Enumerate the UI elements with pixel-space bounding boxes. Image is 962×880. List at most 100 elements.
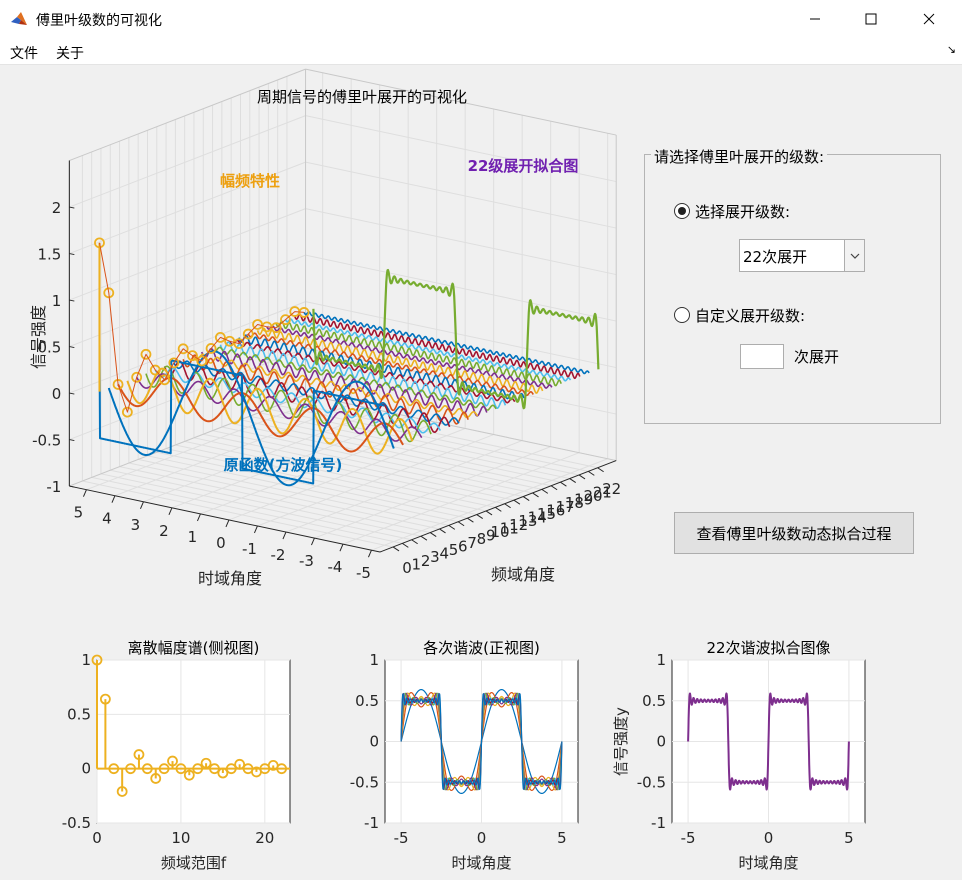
- freq-tick-label: 8: [477, 530, 487, 548]
- harmonic-curve: [117, 376, 404, 453]
- grid-line: [305, 161, 617, 229]
- figure-canvas: 21.510.50-0.5-15 4 3 2 1 0 -1 -2 -3 -4 -5 0 1 2 3 4 5 6 7 8…: [29, 68, 866, 872]
- maximize-button[interactable]: [848, 0, 894, 38]
- time-tick: [168, 507, 173, 516]
- grid-line: [314, 446, 551, 539]
- z-tick-label: 0: [52, 385, 62, 403]
- z-tick-label: -1: [46, 478, 61, 496]
- amplitude-marker: [242, 328, 254, 340]
- menu-file[interactable]: 文件: [10, 46, 38, 62]
- z-tick-label: 1: [52, 292, 62, 310]
- radio-custom-label: 自定义展开级数:: [695, 307, 806, 325]
- grid-line: [257, 434, 494, 527]
- harmonic-sum-curve: [400, 693, 563, 790]
- grid-line: [82, 480, 394, 548]
- time-tick: [310, 537, 315, 546]
- harmonic-curve: [163, 360, 451, 434]
- box-edge: [69, 68, 306, 162]
- custom-order-input[interactable]: [740, 344, 784, 369]
- freq-tick-label: 20: [583, 487, 602, 505]
- grid-line: [200, 421, 437, 515]
- freq-tick: [429, 532, 437, 537]
- spectrum-ytick-label: 1: [81, 651, 91, 669]
- grid-line: [212, 430, 524, 498]
- freq-tick-label: 10: [490, 523, 509, 541]
- amplitude-marker: [214, 332, 226, 343]
- minimize-button[interactable]: [792, 0, 838, 38]
- spectrum-marker: [116, 786, 128, 797]
- order-select-value: 22次展开: [743, 248, 808, 266]
- menu-about[interactable]: 关于: [56, 46, 84, 62]
- spectrum-marker: [217, 767, 229, 779]
- spectrum-xtick-label: 0: [92, 829, 102, 847]
- harmonic-curve: [275, 320, 562, 387]
- grid-line: [371, 458, 608, 551]
- fit-curve: [312, 268, 600, 410]
- title-bar: 傅里叶级数的可视化: [0, 0, 962, 38]
- grid-line: [258, 412, 570, 480]
- spectrum-marker: [192, 763, 204, 775]
- panel-title: 请选择傅里叶展开的级数:: [651, 146, 828, 167]
- amplitude-marker: [140, 348, 152, 360]
- close-button[interactable]: [906, 0, 952, 38]
- grid-line: [249, 415, 561, 483]
- harmonics-ytick-label: 1: [369, 651, 379, 669]
- fit-ytick-label: -0.5: [637, 773, 666, 791]
- freq-tick: [448, 524, 456, 530]
- grid-line: [228, 428, 466, 521]
- time-tick-label: 0: [216, 534, 226, 552]
- grid-line: [114, 403, 352, 497]
- radio-preset-order[interactable]: [674, 203, 690, 219]
- freq-tick: [513, 499, 521, 505]
- spectrum-marker: [108, 763, 120, 775]
- spectrum-marker: [167, 755, 178, 767]
- spectrum-marker: [234, 758, 246, 770]
- dropdown-arrow[interactable]: [844, 240, 864, 271]
- annotation-fit: 22级展开拟合图: [468, 157, 579, 175]
- freq-tick-label: 11: [500, 519, 519, 537]
- time-tick-label: -2: [270, 546, 285, 564]
- time-tick-label: -4: [327, 558, 342, 576]
- amplitude-marker: [168, 357, 180, 369]
- amplitude-marker: [280, 314, 291, 326]
- freq-tick: [476, 514, 483, 519]
- freq-tick-label: 3: [430, 548, 440, 566]
- harmonics-title: 各次谐波(正视图): [423, 639, 540, 657]
- main-plot-title: 周期信号的傅里叶展开的可视化: [257, 88, 467, 106]
- grid-line: [193, 437, 505, 505]
- grid-line: [285, 440, 523, 533]
- order-select[interactable]: 22次展开: [739, 239, 865, 272]
- spectrum-xlabel: 频域范围f: [161, 854, 227, 872]
- freq-tick: [597, 467, 604, 473]
- grid-line: [156, 451, 468, 519]
- z-tick: [69, 253, 75, 256]
- spectrum-marker: [150, 773, 162, 784]
- time-tick: [82, 489, 87, 497]
- spectrum-marker: [200, 757, 212, 769]
- freq-tick-label: 22: [602, 480, 621, 498]
- main-plot-zlabel: 信号强度: [29, 305, 48, 369]
- time-axis-line: [69, 485, 381, 553]
- amplitude-marker: [149, 364, 161, 376]
- time-tick: [282, 531, 287, 540]
- time-tick-label: 1: [188, 528, 198, 546]
- amplitude-marker: [121, 406, 133, 418]
- freq-tick: [439, 528, 446, 534]
- freq-tick: [495, 506, 502, 512]
- time-tick: [339, 543, 344, 552]
- grid-line: [138, 458, 449, 526]
- toolbar-expand-icon[interactable]: ↘: [946, 43, 956, 56]
- freq-tick-label: 4: [439, 545, 449, 563]
- amplitude-marker: [177, 343, 189, 355]
- grid-line: [342, 452, 580, 545]
- time-tick-label: 5: [74, 504, 84, 522]
- harmonic-curve: [294, 313, 581, 380]
- grid-line: [240, 419, 552, 487]
- show-fitting-animation-button[interactable]: 查看傅里叶级数动态拟合过程: [674, 512, 914, 554]
- freq-tick: [467, 517, 474, 523]
- spectrum-marker: [91, 654, 103, 666]
- radio-custom-order[interactable]: [674, 307, 690, 323]
- time-tick-label: 3: [131, 516, 141, 534]
- time-tick-label: 2: [159, 522, 169, 540]
- freq-tick-label: 2: [421, 552, 431, 570]
